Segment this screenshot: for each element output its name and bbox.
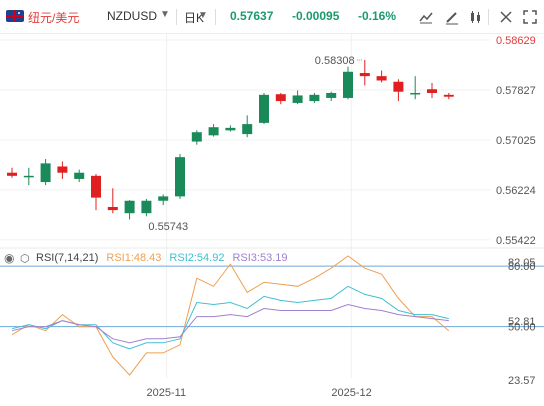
candle-body[interactable] bbox=[275, 94, 286, 102]
price-change: -0.00095 bbox=[292, 9, 340, 23]
rsi2-value: RSI2:54.92 bbox=[169, 252, 225, 264]
eye-icon[interactable]: ◉ bbox=[4, 251, 15, 265]
price-axis-label: 0.57025 bbox=[496, 135, 536, 147]
rsi-series-line bbox=[11, 285, 449, 350]
candle-body[interactable] bbox=[376, 76, 387, 81]
rsi-series-line bbox=[11, 255, 450, 376]
pair-dropdown-icon[interactable]: ▼ bbox=[160, 9, 170, 20]
candle-body[interactable] bbox=[175, 157, 185, 197]
candle-body[interactable] bbox=[208, 127, 219, 136]
fullscreen-icon[interactable] bbox=[521, 8, 539, 26]
period-selector[interactable]: 日K bbox=[184, 11, 205, 25]
candle-body[interactable] bbox=[359, 73, 370, 77]
candle-body[interactable] bbox=[410, 92, 421, 95]
candle-body[interactable] bbox=[343, 71, 353, 98]
divider bbox=[176, 9, 177, 25]
candle-body[interactable] bbox=[427, 89, 437, 93]
price-axis-label: 0.55422 bbox=[496, 235, 536, 247]
draw-pen-icon[interactable] bbox=[443, 8, 461, 26]
candle-body[interactable] bbox=[91, 175, 101, 198]
rsi-axis-label: 82.05 bbox=[508, 257, 536, 269]
compare-icon[interactable] bbox=[497, 8, 515, 26]
candle-body[interactable] bbox=[23, 175, 34, 178]
candle-body[interactable] bbox=[393, 81, 404, 92]
x-tick-label: 2025-11 bbox=[147, 387, 187, 399]
indicator-icon[interactable] bbox=[467, 8, 485, 26]
candle-body[interactable] bbox=[107, 206, 118, 211]
price-axis-label: 0.56224 bbox=[496, 185, 536, 197]
pair-code[interactable]: NZDUSD bbox=[107, 9, 157, 23]
candle-body[interactable] bbox=[141, 200, 152, 214]
candle-body[interactable] bbox=[292, 95, 303, 103]
rsi-axis-label: 23.57 bbox=[508, 375, 536, 387]
divider bbox=[488, 9, 489, 25]
high-price-label: 0.58308 bbox=[315, 55, 355, 67]
candle-body[interactable] bbox=[40, 163, 51, 183]
divider bbox=[215, 9, 216, 25]
candle-body[interactable] bbox=[74, 172, 85, 179]
chart-header: 纽元/美元 NZDUSD ▼ 日K ▼ 0.57637 -0.00095 -0.… bbox=[0, 0, 544, 34]
candle-body[interactable] bbox=[242, 124, 253, 135]
rsi3-value: RSI3:53.19 bbox=[232, 252, 288, 264]
low-price-label: 0.55743 bbox=[148, 221, 188, 233]
pair-name[interactable]: 纽元/美元 bbox=[28, 11, 80, 25]
period-dropdown-icon[interactable]: ▼ bbox=[198, 10, 208, 21]
rsi-axis-label: 50.00 bbox=[508, 322, 536, 334]
rsi-axis-label: 52.81 bbox=[508, 316, 536, 328]
candle-body[interactable] bbox=[259, 94, 269, 123]
candle-body[interactable] bbox=[225, 127, 236, 131]
price-change-pct: -0.16% bbox=[358, 9, 397, 23]
x-tick-label: 2025-12 bbox=[331, 387, 371, 399]
line-chart-icon[interactable] bbox=[417, 8, 435, 26]
candle-body[interactable] bbox=[326, 92, 337, 98]
price-axis-label: 0.58629 bbox=[496, 35, 536, 47]
candle-body[interactable] bbox=[443, 94, 454, 97]
rsi-axis-label: 80.00 bbox=[508, 261, 536, 273]
rsi-header: ◉ ⬡ RSI(7,14,21) RSI1:48.43 RSI2:54.92 R… bbox=[4, 250, 288, 266]
rsi-series-line bbox=[11, 303, 449, 344]
rsi1-value: RSI1:48.43 bbox=[106, 252, 162, 264]
candle-body[interactable] bbox=[7, 172, 17, 176]
candle-body[interactable] bbox=[191, 132, 202, 142]
candle-body[interactable] bbox=[57, 166, 68, 173]
last-price: 0.57637 bbox=[230, 9, 274, 23]
price-axis-label: 0.57827 bbox=[496, 85, 536, 97]
rsi-indicator-name[interactable]: RSI(7,14,21) bbox=[36, 252, 99, 264]
candle-body[interactable] bbox=[124, 200, 135, 214]
settings-icon[interactable]: ⬡ bbox=[20, 252, 30, 265]
candle-body[interactable] bbox=[158, 196, 169, 201]
nz-flag-icon bbox=[6, 10, 24, 22]
header-divider bbox=[0, 33, 544, 34]
candle-body[interactable] bbox=[309, 94, 320, 102]
